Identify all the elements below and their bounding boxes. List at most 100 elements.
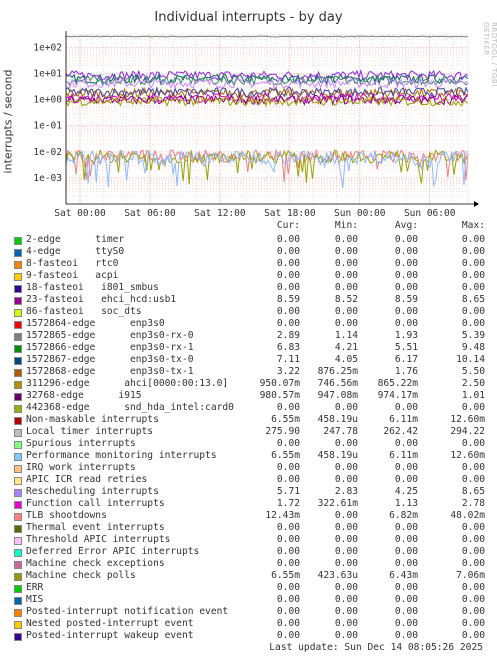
legend-max-value: 0.00 [461, 594, 485, 605]
legend-min-value: 4.21 [334, 342, 358, 353]
series-line [65, 77, 469, 90]
legend-cur-value: 0.00 [276, 534, 300, 545]
legend-row: Posted-interrupt wakeup event 0.00 0.00 0.0… [0, 630, 497, 642]
legend-max-value: 5.39 [461, 330, 485, 341]
legend-min-value: 2.83 [334, 486, 358, 497]
legend-series-name: MIS [26, 594, 44, 605]
legend-swatch [14, 417, 22, 425]
y-tick-label: 1e+00 [33, 95, 62, 106]
x-tick-label: Sun 06:00 [404, 208, 456, 219]
legend-min-value: 947.08m [317, 390, 358, 401]
series-line [65, 35, 469, 38]
legend-avg-value: 0.00 [394, 438, 418, 449]
legend-max-value: 0.00 [461, 270, 485, 281]
chart-title: Individual interrupts - by day [154, 10, 343, 25]
legend-swatch [14, 381, 22, 389]
legend-avg-value: 0.00 [394, 594, 418, 605]
legend-cur-value: 6.55m [271, 570, 300, 581]
legend-cur-value: 0.00 [276, 630, 300, 641]
legend-avg-value: 0.00 [394, 462, 418, 473]
y-tick-label: 1e-02 [33, 147, 62, 158]
legend-swatch [14, 453, 22, 461]
legend-series-name: Local timer interrupts [26, 426, 154, 437]
legend-row: Machine check exceptions 0.00 0.00 0.00 0.00 [0, 558, 497, 570]
legend-swatch [14, 429, 22, 437]
legend-row: Performance monitoring interrupts 6.55m 45… [0, 450, 497, 462]
series-line [65, 68, 469, 82]
legend-row: 442368-edge snd_hda_intel:card0 0.00 0.00 0… [0, 402, 497, 414]
legend-swatch [14, 537, 22, 545]
legend-cur-value: 12.43m [265, 510, 300, 521]
legend-avg-value: 6.11m [389, 414, 418, 425]
legend-avg-value: 0.00 [394, 282, 418, 293]
legend-series-name: Posted-interrupt wakeup event [26, 630, 194, 641]
series-line [65, 72, 469, 86]
legend-avg-value: 5.51 [394, 342, 418, 353]
legend-series-name: Performance monitoring interrupts [26, 450, 217, 461]
series-line [65, 85, 469, 99]
legend-avg-value: 0.00 [394, 618, 418, 629]
legend-min-value: 0.00 [334, 594, 358, 605]
legend-max-value: 0.00 [461, 318, 485, 329]
legend-cur-value: 0.00 [276, 546, 300, 557]
legend-max-value: 2.50 [461, 378, 485, 389]
legend-series-name: Machine check polls [26, 570, 136, 581]
legend-avg-value: 0.00 [394, 474, 418, 485]
legend-min-value: 0.00 [334, 522, 358, 533]
legend-series-name: 311296-edge ahci[0000:00:13.0] [26, 378, 229, 389]
legend-max-value: 2.78 [461, 498, 485, 509]
legend-swatch [14, 309, 22, 317]
legend-row: APIC ICR read retries 0.00 0.00 0.00 0.00 [0, 474, 497, 486]
legend-swatch [14, 525, 22, 533]
legend-avg-value: 0.00 [394, 270, 418, 281]
legend-avg-value: 1.13 [394, 498, 418, 509]
legend-max-value: 0.00 [461, 306, 485, 317]
x-tick-label: Sun 00:00 [334, 208, 386, 219]
legend-series-name: 442368-edge snd_hda_intel:card0 [26, 402, 234, 413]
legend-max-value: 0.00 [461, 282, 485, 293]
legend-row: 2-edge timer 0.00 0.00 0.00 0.00 [0, 234, 497, 246]
legend-max-value: 0.00 [461, 606, 485, 617]
legend-cur-value: 2.89 [276, 330, 300, 341]
legend-row: 9-fasteoi acpi 0.00 0.00 0.00 0.00 [0, 270, 497, 282]
legend-min-value: 0.00 [334, 546, 358, 557]
legend-cur-value: 5.71 [276, 486, 300, 497]
legend-cur-value: 275.90 [265, 426, 300, 437]
x-tick-label: Sat 18:00 [264, 208, 316, 219]
legend-series-name: Posted-interrupt notification event [26, 606, 229, 617]
legend-min-value: 458.19u [317, 414, 358, 425]
legend-swatch [14, 237, 22, 245]
legend-cur-value: 0.00 [276, 618, 300, 629]
legend-header-cell: Cur: [276, 220, 300, 231]
legend-series-name: 32768-edge i915 [26, 390, 142, 401]
legend-avg-value: 262.42 [383, 426, 418, 437]
legend-series-name: 23-fasteoi ehci_hcd:usb1 [26, 294, 177, 305]
legend-row: IRQ work interrupts 0.00 0.00 0.00 0.00 [0, 462, 497, 474]
legend-swatch [14, 297, 22, 305]
legend-row: 1572867-edge enp3s0-tx-0 7.11 4.05 6.17 10.1… [0, 354, 497, 366]
legend-max-value: 1.01 [461, 390, 485, 401]
legend-max-value: 48.02m [450, 510, 485, 521]
legend-header-cell: Min: [334, 220, 358, 231]
legend-min-value: 0.00 [334, 534, 358, 545]
series-line [65, 149, 469, 189]
legend-row: Spurious interrupts 0.00 0.00 0.00 0.00 [0, 438, 497, 450]
legend-swatch [14, 285, 22, 293]
legend-row: Nested posted-interrupt event 0.00 0.00 0.0… [0, 618, 497, 630]
legend-series-name: 1572865-edge enp3s0-rx-0 [26, 330, 194, 341]
legend-min-value: 0.00 [334, 306, 358, 317]
legend-max-value: 0.00 [461, 546, 485, 557]
legend-cur-value: 0.00 [276, 306, 300, 317]
legend-swatch [14, 369, 22, 377]
legend-max-value: 0.00 [461, 630, 485, 641]
legend-max-value: 0.00 [461, 234, 485, 245]
legend-min-value: 746.56m [317, 378, 358, 389]
legend-cur-value: 0.00 [276, 270, 300, 281]
legend-min-value: 0.00 [334, 402, 358, 413]
legend-min-value: 0.00 [334, 318, 358, 329]
legend-avg-value: 0.00 [394, 630, 418, 641]
legend-series-name: Rescheduling interrupts [26, 486, 159, 497]
legend-series-name: Non-maskable interrupts [26, 414, 159, 425]
legend-max-value: 12.60m [450, 414, 485, 425]
